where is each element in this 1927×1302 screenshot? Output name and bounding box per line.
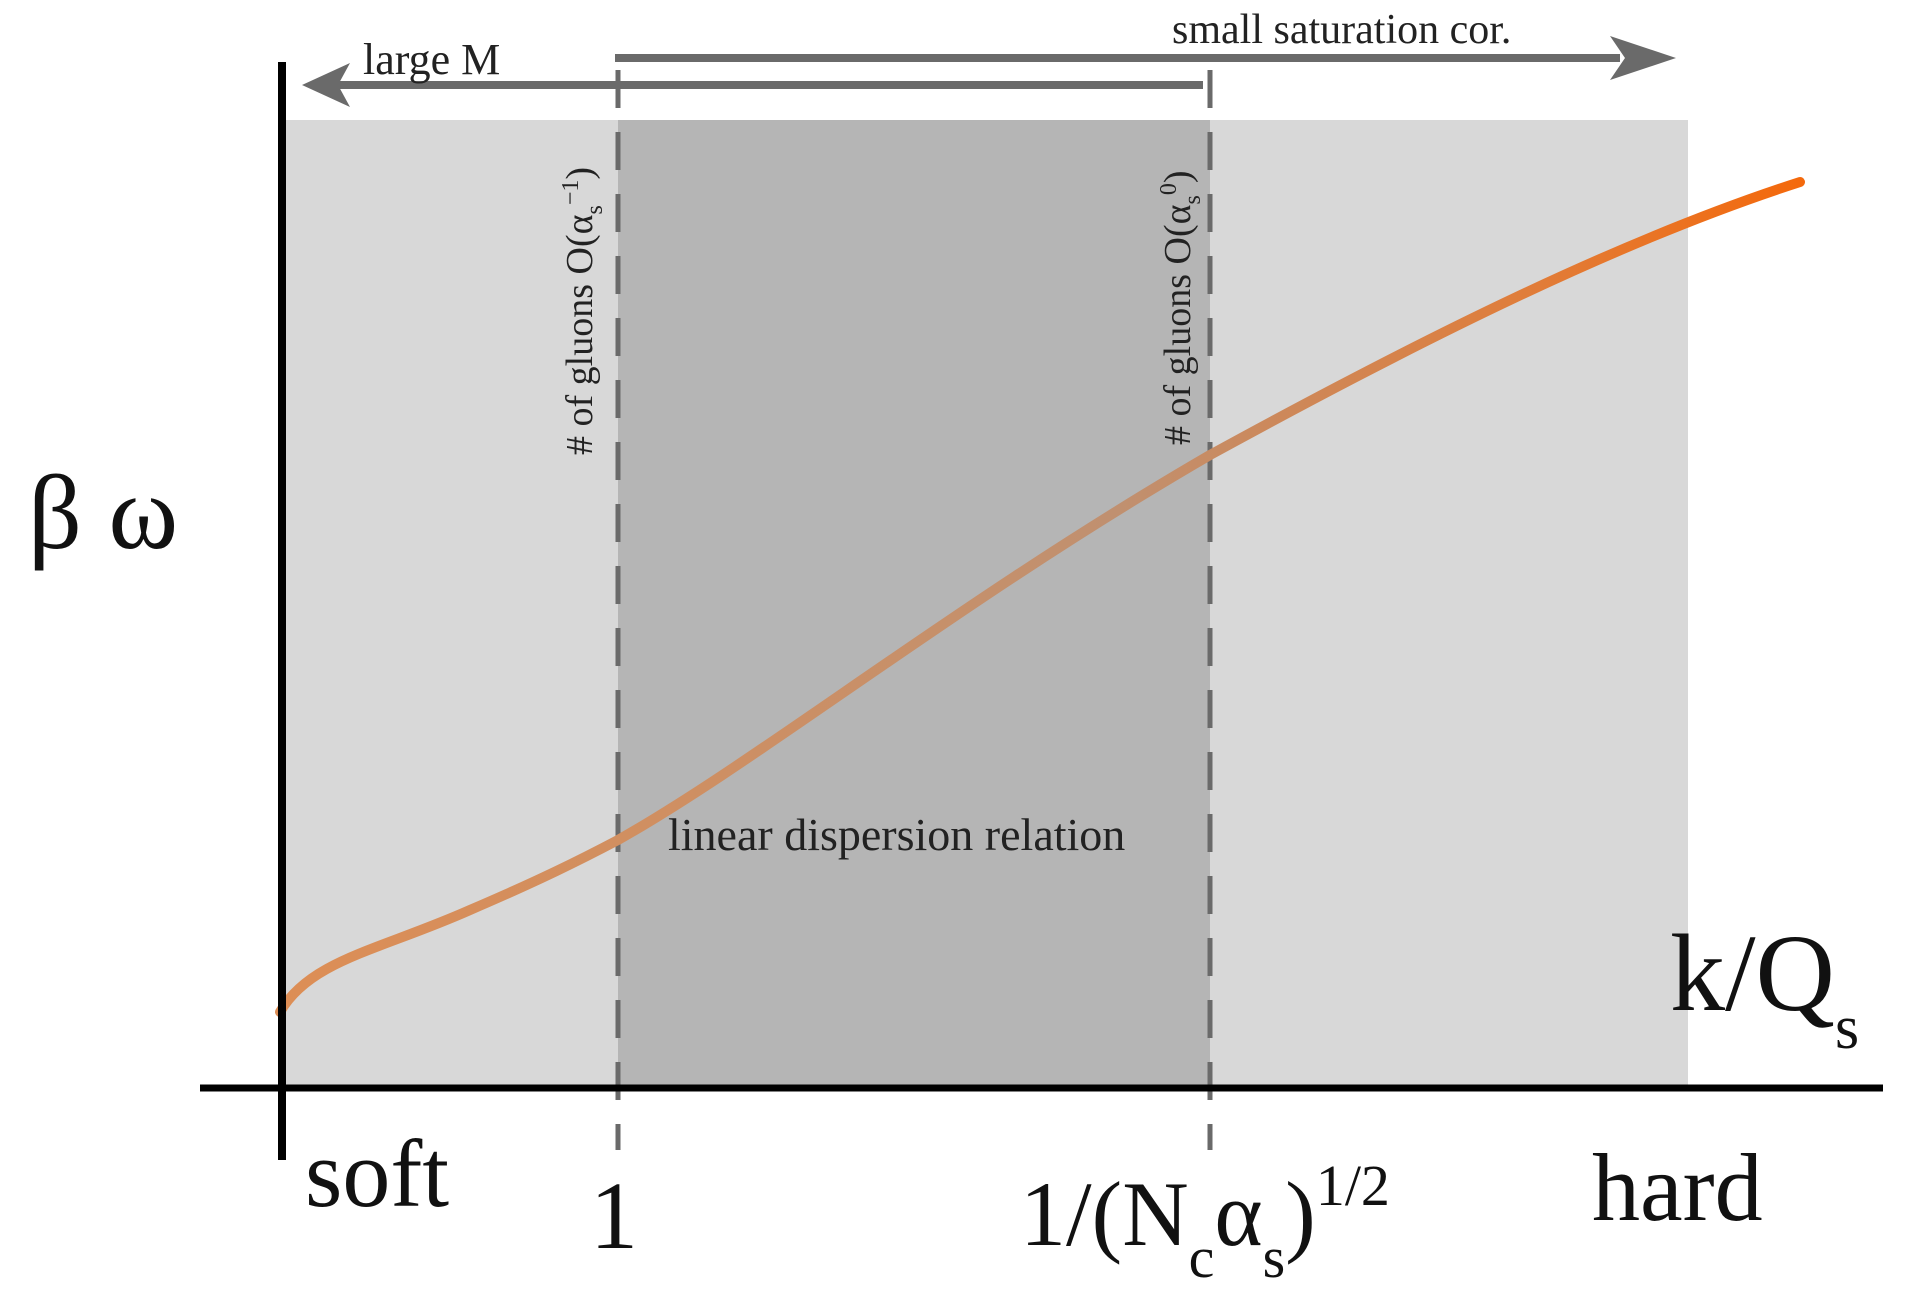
left-gluons-close: ) bbox=[559, 167, 601, 180]
large-m-arrowhead-icon bbox=[302, 63, 350, 107]
left-gluons-sup: −1 bbox=[558, 180, 584, 206]
x-axis-label-main: k/Q bbox=[1670, 912, 1835, 1034]
tick-one: 1 bbox=[590, 1162, 638, 1269]
right-gluons-prefix: # of gluons O(α bbox=[1157, 204, 1199, 445]
tick-mid-prefix: 1/(N bbox=[1020, 1163, 1189, 1265]
tick-mid-sup: 1/2 bbox=[1316, 1153, 1390, 1218]
x-axis-label-sub: s bbox=[1835, 994, 1859, 1062]
tick-hard: hard bbox=[1592, 1134, 1763, 1241]
dispersion-curve bbox=[275, 177, 1805, 1017]
left-gluons-sub: s bbox=[582, 205, 608, 214]
right-gluons-sub: s bbox=[1180, 195, 1206, 204]
y-axis-label: β ω bbox=[28, 454, 178, 571]
tick-mid-alpha: α bbox=[1214, 1163, 1262, 1265]
small-saturation-label: small saturation cor. bbox=[1172, 7, 1511, 53]
tick-mid-sub-s: s bbox=[1263, 1225, 1286, 1290]
linear-region bbox=[618, 120, 1210, 1086]
right-gluons-label: # of gluons O(αs0) bbox=[1156, 170, 1206, 445]
tick-soft: soft bbox=[305, 1120, 449, 1227]
tick-mid-sub-c: c bbox=[1189, 1225, 1215, 1290]
linear-region-label: linear dispersion relation bbox=[668, 809, 1125, 860]
left-gluons-prefix: # of gluons O(α bbox=[559, 214, 601, 455]
tick-mid: 1/(Ncαs)1/2 bbox=[1020, 1153, 1390, 1290]
small-saturation-arrowhead-icon bbox=[1610, 36, 1676, 80]
right-gluons-sup: 0 bbox=[1156, 183, 1182, 195]
left-gluons-label: # of gluons O(αs−1) bbox=[558, 167, 608, 455]
tick-mid-close: ) bbox=[1285, 1163, 1316, 1265]
large-m-label: large M bbox=[363, 35, 500, 84]
x-axis-label: k/Qs bbox=[1670, 912, 1859, 1062]
right-gluons-close: ) bbox=[1157, 170, 1199, 183]
